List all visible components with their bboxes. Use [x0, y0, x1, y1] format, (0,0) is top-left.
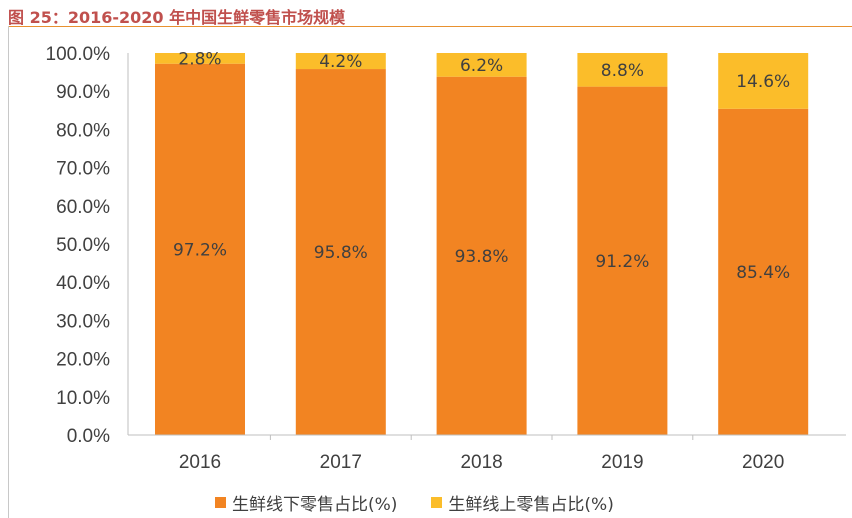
x-tick-label: 2016: [179, 452, 221, 473]
bar-segment-offline: [155, 63, 245, 436]
y-tick-label: 10.0%: [56, 388, 110, 409]
bar-segment-online: [577, 53, 668, 87]
y-tick-label: 0.0%: [67, 426, 110, 447]
bar-segment-online: [718, 53, 809, 109]
bar-segment-offline: [718, 108, 809, 435]
y-tick-label: 60.0%: [56, 197, 110, 218]
chart-legend: 生鲜线下零售占比(%) 生鲜线上零售占比(%): [215, 490, 648, 515]
data-label-online: 14.6%: [736, 72, 790, 92]
legend-item-online: 生鲜线上零售占比(%): [431, 490, 614, 515]
data-label-offline: 91.2%: [595, 252, 649, 272]
bar-segment-offline: [295, 69, 386, 435]
y-tick-label: 50.0%: [56, 235, 110, 256]
data-label-offline: 93.8%: [455, 247, 509, 267]
data-label-online: 6.2%: [460, 56, 503, 76]
left-border: [8, 26, 9, 518]
title-divider: [8, 26, 852, 27]
data-label-online: 2.8%: [178, 49, 221, 69]
y-tick-label: 20.0%: [56, 350, 110, 371]
legend-swatch-online: [431, 497, 443, 508]
x-tick-label: 2019: [601, 452, 643, 473]
bar-segment-offline: [436, 76, 527, 436]
legend-label-online: 生鲜线上零售占比(%): [448, 495, 614, 515]
y-tick-label: 90.0%: [56, 82, 110, 103]
data-label-offline: 85.4%: [736, 263, 790, 283]
x-tick-label: 2020: [742, 452, 784, 473]
y-tick-label: 70.0%: [56, 159, 110, 180]
bar-segment-online: [295, 53, 386, 70]
legend-item-offline: 生鲜线下零售占比(%): [215, 490, 397, 515]
data-label-offline: 95.8%: [314, 243, 368, 263]
data-label-online: 8.8%: [601, 61, 644, 81]
data-label-offline: 97.2%: [173, 240, 227, 260]
y-tick-label: 80.0%: [56, 120, 110, 141]
chart-title: 图 25：2016-2020 年中国生鲜零售市场规模: [8, 8, 346, 27]
y-tick-label: 100.0%: [46, 44, 111, 65]
y-tick-label: 30.0%: [56, 311, 110, 332]
bar-segment-online: [155, 53, 245, 64]
bar-segment-offline: [577, 86, 668, 435]
y-tick-label: 40.0%: [56, 273, 110, 294]
x-tick-label: 2018: [460, 452, 502, 473]
bar-segment-online: [436, 53, 527, 77]
data-label-online: 4.2%: [319, 52, 362, 72]
legend-swatch-offline: [215, 497, 226, 508]
x-tick-label: 2017: [320, 452, 362, 473]
legend-label-offline: 生鲜线下零售占比(%): [232, 495, 398, 515]
